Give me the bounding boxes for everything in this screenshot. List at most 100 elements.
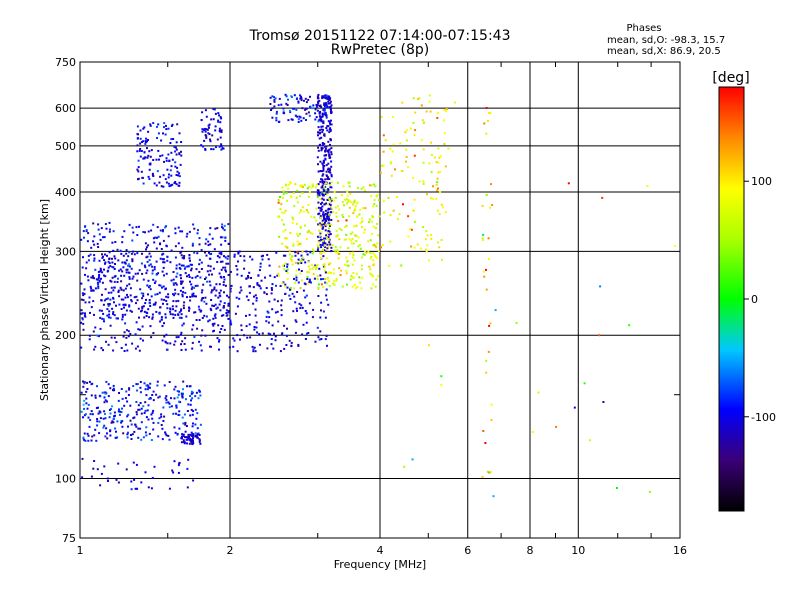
echo-point bbox=[189, 403, 192, 406]
echo-point bbox=[290, 344, 293, 347]
echo-point bbox=[176, 396, 179, 399]
echo-point bbox=[204, 148, 207, 150]
echo-point bbox=[186, 438, 189, 441]
echo-point bbox=[129, 404, 132, 407]
echo-point bbox=[295, 276, 298, 279]
echo-point bbox=[485, 132, 488, 135]
echo-point bbox=[327, 272, 330, 275]
echo-point bbox=[291, 216, 294, 219]
echo-point bbox=[297, 281, 300, 284]
echo-point bbox=[189, 259, 191, 262]
echo-point bbox=[430, 153, 433, 156]
echo-point bbox=[374, 227, 377, 230]
echo-point bbox=[180, 392, 183, 395]
echo-point bbox=[319, 160, 322, 163]
echo-point bbox=[329, 123, 332, 126]
echo-point bbox=[83, 382, 86, 385]
echo-point bbox=[325, 189, 327, 191]
echo-point bbox=[141, 252, 143, 255]
echo-point bbox=[264, 276, 266, 279]
echo-point bbox=[315, 105, 318, 108]
echo-point bbox=[107, 304, 110, 307]
echo-point bbox=[150, 149, 153, 152]
echo-point bbox=[283, 268, 286, 271]
echo-point bbox=[206, 280, 209, 283]
echo-point bbox=[555, 425, 558, 428]
echo-point bbox=[139, 381, 142, 383]
echo-point bbox=[109, 387, 112, 390]
echo-point bbox=[308, 281, 311, 284]
echo-point bbox=[321, 115, 324, 118]
echo-point bbox=[277, 274, 280, 277]
echo-point bbox=[243, 334, 245, 337]
echo-point bbox=[131, 260, 134, 263]
echo-point bbox=[158, 158, 160, 161]
echo-point bbox=[315, 103, 318, 106]
echo-point bbox=[167, 296, 170, 299]
echo-point bbox=[229, 321, 232, 324]
echo-point bbox=[282, 107, 285, 110]
echo-point bbox=[210, 345, 212, 348]
echo-point bbox=[97, 246, 100, 248]
echo-point bbox=[301, 306, 304, 309]
echo-point bbox=[392, 116, 395, 118]
echo-point bbox=[221, 260, 224, 263]
echo-point bbox=[146, 156, 149, 159]
y-tick-label: 200 bbox=[55, 329, 76, 342]
echo-point bbox=[166, 342, 169, 345]
echo-point bbox=[181, 396, 184, 399]
echo-point bbox=[87, 403, 90, 406]
echo-point bbox=[187, 458, 190, 461]
echo-point bbox=[130, 299, 133, 302]
echo-point bbox=[325, 127, 328, 129]
echo-point bbox=[137, 427, 140, 430]
echo-point bbox=[266, 253, 269, 256]
echo-point bbox=[337, 257, 340, 260]
echo-point bbox=[169, 261, 172, 264]
echo-point bbox=[355, 234, 358, 237]
echo-point bbox=[173, 343, 176, 346]
echo-point bbox=[170, 165, 173, 168]
echo-point bbox=[93, 254, 96, 257]
echo-point bbox=[151, 317, 154, 320]
echo-point bbox=[243, 267, 246, 270]
echo-point bbox=[121, 318, 124, 321]
echo-point bbox=[130, 434, 132, 436]
echo-point bbox=[198, 270, 201, 273]
echo-point bbox=[343, 238, 346, 241]
echo-point bbox=[315, 268, 317, 271]
echo-point bbox=[117, 259, 120, 262]
echo-point bbox=[301, 333, 304, 336]
echo-point bbox=[488, 112, 490, 115]
echo-point bbox=[149, 255, 152, 258]
echo-point bbox=[302, 117, 305, 120]
echo-point bbox=[224, 284, 227, 287]
echo-point bbox=[186, 275, 188, 278]
echo-point bbox=[236, 334, 239, 337]
echo-point bbox=[285, 344, 288, 346]
echo-point bbox=[169, 169, 172, 172]
echo-point bbox=[104, 391, 107, 394]
echo-point bbox=[123, 274, 126, 277]
echo-point bbox=[161, 258, 164, 261]
echo-point bbox=[198, 319, 201, 321]
echo-point bbox=[317, 241, 320, 244]
echo-point bbox=[345, 224, 348, 227]
echo-point bbox=[208, 251, 210, 254]
echo-point bbox=[192, 437, 194, 440]
echo-point bbox=[304, 283, 307, 286]
echo-point bbox=[99, 238, 102, 241]
echo-point bbox=[291, 263, 294, 266]
echo-point bbox=[296, 201, 299, 204]
echo-point bbox=[191, 441, 193, 444]
echo-point bbox=[487, 470, 489, 473]
echo-point bbox=[324, 145, 326, 148]
echo-point bbox=[214, 303, 217, 306]
echo-point bbox=[171, 305, 174, 308]
echo-point bbox=[367, 250, 370, 253]
echo-point bbox=[320, 338, 323, 340]
echo-point bbox=[389, 240, 392, 243]
echo-point bbox=[364, 207, 367, 210]
echo-point bbox=[325, 294, 328, 297]
echo-point bbox=[196, 252, 199, 255]
